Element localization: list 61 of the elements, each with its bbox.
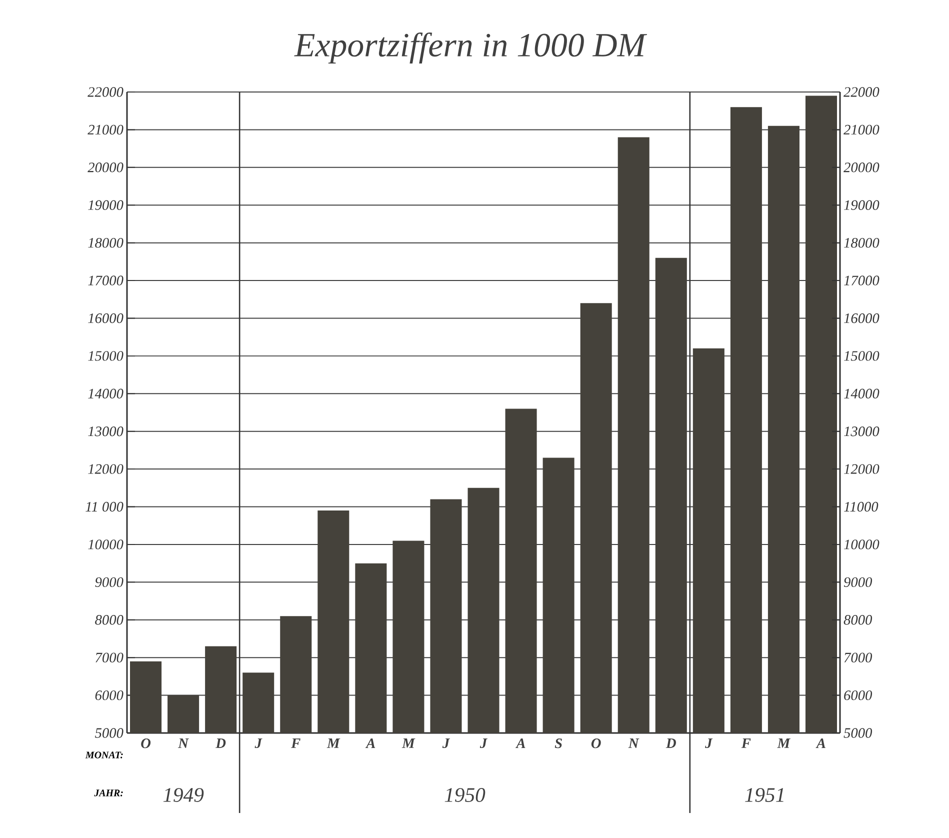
y-tick-label: 20000 — [88, 162, 124, 172]
text: 1950 — [444, 788, 486, 802]
x-tick-label: N — [178, 738, 189, 748]
y-tick-label: 8000 — [95, 615, 124, 625]
y-tick-label: 11 000 — [86, 502, 124, 512]
y2-tick-label: 8000 — [844, 615, 872, 625]
x-tick-label: S — [554, 738, 562, 748]
text: JAHR: — [94, 790, 123, 796]
y2-tick-label: 17000 — [844, 276, 880, 286]
x-tick-label: A — [816, 738, 826, 748]
y-tick-label: 17000 — [88, 276, 124, 286]
y-tick-label: 12000 — [88, 464, 124, 474]
x-tick-label: O — [591, 738, 601, 748]
x-tick-label: J — [254, 738, 262, 748]
y2-tick-label: 7000 — [844, 652, 872, 662]
x-tick-label: N — [628, 738, 640, 748]
y2-tick-label: 19000 — [844, 200, 880, 210]
y2-tick-label: 22000 — [844, 87, 880, 97]
y2-tick-label: 11000 — [844, 502, 878, 512]
text: 1949 — [163, 788, 204, 802]
y-tick-label: 21000 — [88, 124, 124, 135]
x-tick-label: M — [326, 738, 340, 748]
x-tick-label: J — [705, 738, 713, 748]
y2-tick-label: 9000 — [844, 577, 872, 588]
y2-tick-label: 20000 — [844, 162, 880, 172]
y-tick-label: 14000 — [88, 388, 124, 398]
y-tick-label: 9000 — [95, 577, 124, 588]
y-tick-label: 22000 — [88, 87, 124, 97]
y2-tick-label: 10000 — [844, 540, 880, 550]
x-tick-label: J — [480, 738, 488, 748]
y-tick-label: 10000 — [88, 540, 124, 550]
y-tick-label: 15000 — [88, 351, 124, 361]
y2-tick-label: 5000 — [844, 728, 872, 738]
x-tick-label: F — [291, 738, 300, 748]
x-tick-label: F — [741, 738, 751, 748]
y2-tick-label: 14000 — [844, 388, 880, 398]
y-tick-label: 19000 — [88, 200, 124, 210]
text: MONAT: — [85, 752, 123, 758]
y2-tick-label: 18000 — [844, 238, 880, 248]
text: 1951 — [745, 788, 784, 802]
y2-tick-label: 15000 — [844, 351, 880, 361]
y2-tick-label: 13000 — [844, 426, 880, 436]
x-tick-label: M — [777, 738, 790, 748]
y2-tick-label: 6000 — [844, 690, 872, 700]
y-tick-label: 6000 — [95, 690, 124, 700]
y2-tick-label: 21000 — [844, 124, 880, 135]
chart-title: Exportziffern in 1000 DM — [294, 32, 648, 64]
y-tick-label: 7000 — [96, 652, 124, 662]
y-tick-label: 5000 — [95, 728, 124, 738]
x-tick-label: M — [402, 738, 416, 748]
y-tick-label: 18000 — [88, 238, 124, 248]
y-tick-label: 13000 — [88, 426, 124, 436]
x-tick-label: A — [365, 738, 376, 748]
x-tick-label: D — [666, 738, 676, 748]
x-tick-label: O — [141, 738, 151, 748]
y2-tick-label: 16000 — [844, 313, 880, 324]
x-tick-label: J — [442, 738, 450, 748]
y2-tick-label: 12000 — [844, 464, 880, 474]
y-tick-label: 16000 — [88, 313, 124, 324]
x-tick-label: A — [515, 738, 526, 748]
x-tick-label: D — [216, 738, 226, 748]
